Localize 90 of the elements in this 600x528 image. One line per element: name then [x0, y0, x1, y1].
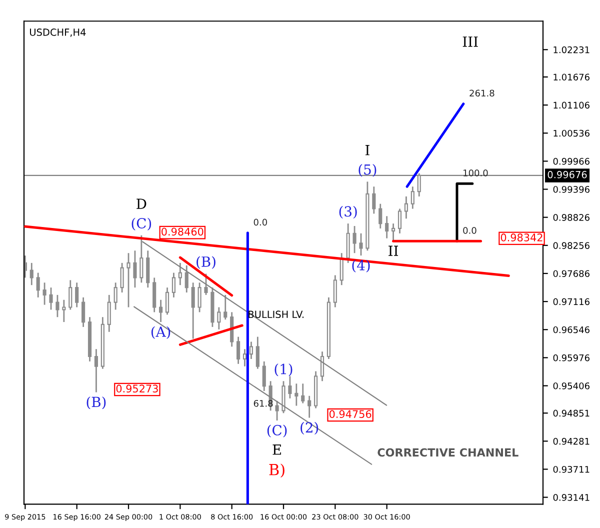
- candlestick: [333, 274, 337, 308]
- annotation: I: [365, 145, 370, 156]
- candlestick: [378, 203, 382, 230]
- annotation: (3): [339, 206, 357, 219]
- y-tick-label: 1.02231: [554, 46, 590, 54]
- candlestick: [49, 286, 53, 310]
- candlestick: [120, 262, 124, 294]
- y-tick-label: 0.99396: [553, 186, 590, 193]
- y-tick-label: 0.94281: [553, 438, 590, 445]
- annotation: (2): [300, 422, 318, 435]
- candlestick: [224, 294, 228, 320]
- candlestick: [184, 264, 188, 294]
- candlestick: [30, 262, 34, 286]
- candlestick: [308, 395, 312, 418]
- candlestick: [114, 282, 118, 310]
- candlestick: [275, 400, 279, 422]
- candlestick: [191, 282, 195, 340]
- y-tick-label: 0.95406: [553, 382, 590, 390]
- annotation: 0.98342: [500, 234, 542, 242]
- candlestick: [42, 282, 46, 306]
- candlestick: [352, 225, 356, 254]
- y-tick-label: 1.01676: [554, 74, 590, 81]
- candlestick: [217, 306, 221, 330]
- annotation: 100.0: [464, 170, 488, 176]
- candlestick: [56, 294, 60, 318]
- annotation: CORRECTIVE CHANNEL: [378, 448, 518, 457]
- candlestick: [204, 273, 208, 296]
- candlestick: [262, 360, 266, 392]
- candlestick: [62, 299, 66, 323]
- annotation: 61.8: [254, 400, 273, 407]
- y-tick-label: 0.98256: [553, 242, 590, 249]
- annotation: 0.94756: [329, 410, 372, 418]
- candlestick: [165, 286, 170, 316]
- candlestick: [133, 250, 137, 288]
- candlestick: [249, 341, 253, 360]
- y-tick-label: 0.94851: [553, 410, 590, 417]
- annotation: (B): [86, 396, 106, 410]
- annotation: 0.95273: [116, 384, 158, 393]
- y-tick-label: 0.99966: [553, 158, 590, 165]
- candlestick: [320, 350, 324, 382]
- y-tick-label: 0.96546: [553, 326, 590, 334]
- annotation: III: [462, 36, 478, 47]
- candlestick: [398, 208, 402, 234]
- y-tick-label: 0.97686: [553, 270, 590, 278]
- candlestick: [404, 196, 408, 220]
- annotation: (B): [196, 256, 216, 269]
- annotation: 0.0: [463, 227, 476, 234]
- annotation: D: [136, 198, 146, 209]
- annotation: E: [272, 444, 281, 455]
- candlestick: [68, 279, 72, 310]
- y-tick-label: 0.98826: [553, 214, 590, 221]
- annotation: (1): [274, 364, 292, 376]
- annotation: 0.98460: [162, 228, 204, 236]
- y-tick-label: 0.97116: [553, 298, 590, 306]
- annotation: 261.8: [470, 90, 494, 97]
- annotation: (C): [267, 424, 287, 438]
- candlestick: [301, 382, 305, 404]
- candlestick: [178, 262, 182, 286]
- candlestick: [236, 336, 240, 365]
- annotation: (A): [151, 326, 170, 339]
- candlestick: [242, 348, 247, 368]
- y-tick-label: 0.95976: [553, 354, 590, 362]
- candlestick: [410, 186, 414, 210]
- annotation: 0.0: [254, 218, 267, 226]
- ref-line-label: 0.99676: [548, 170, 587, 178]
- candlestick: [75, 282, 79, 308]
- candlestick: [372, 186, 376, 214]
- candlestick: [385, 215, 389, 239]
- y-tick-label: 1.00536: [554, 130, 590, 137]
- candlestick: [256, 336, 260, 370]
- annotation: (C): [132, 218, 152, 230]
- annotation: B): [269, 464, 284, 478]
- y-tick-label: 1.01106: [554, 102, 590, 109]
- annotation: (4): [352, 260, 370, 272]
- candlestick: [359, 232, 363, 256]
- candlestick: [198, 282, 202, 313]
- candlestick: [392, 222, 396, 242]
- candlestick: [126, 252, 130, 308]
- candlestick: [288, 376, 292, 400]
- candlestick: [82, 296, 86, 328]
- text: USDCHF,H4: [30, 28, 86, 37]
- y-tick-label: 0.93141: [553, 494, 590, 501]
- candlestick: [36, 272, 40, 298]
- candlestick: [107, 294, 111, 333]
- y-tick-label: 0.93711: [553, 466, 590, 473]
- candlestick: [294, 382, 298, 406]
- annotation: (5): [358, 164, 376, 177]
- annotation: II: [388, 246, 398, 256]
- candlestick: [172, 272, 176, 298]
- candlestick: [94, 348, 98, 393]
